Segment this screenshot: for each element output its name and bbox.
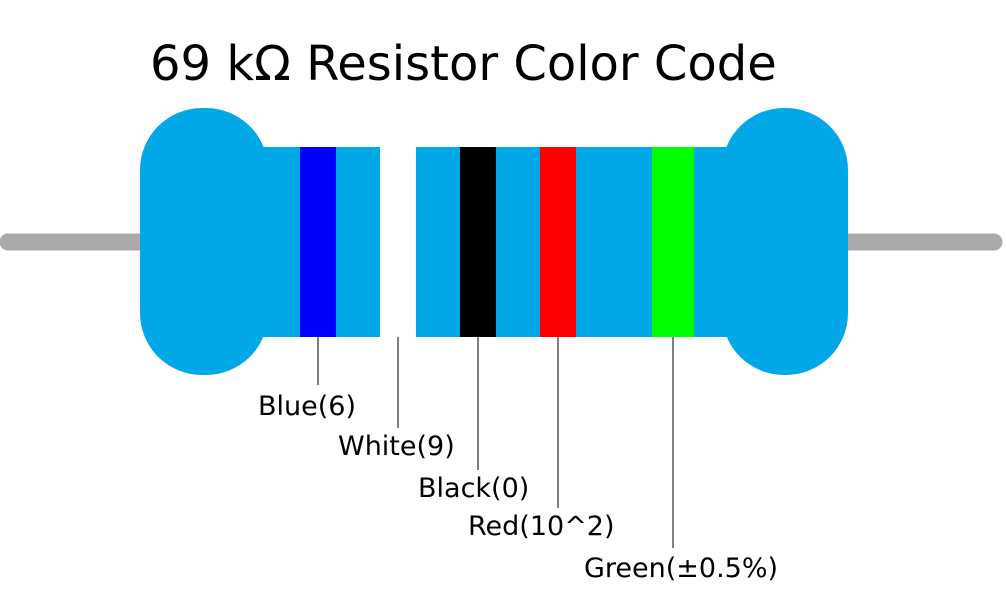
band-label: White(9)	[338, 431, 455, 462]
band-label: Black(0)	[418, 473, 529, 504]
color-band	[380, 147, 416, 337]
title: 69 kΩ Resistor Color Code	[150, 36, 777, 92]
band-label: Red(10^2)	[468, 511, 615, 542]
color-band	[652, 147, 694, 337]
body-end-left	[140, 108, 268, 375]
color-band	[540, 147, 576, 337]
band-label: Blue(6)	[258, 391, 356, 422]
color-band	[460, 147, 496, 337]
band-label: Green(±0.5%)	[584, 553, 778, 584]
body-end-right	[722, 108, 848, 375]
color-band	[300, 147, 336, 337]
bands: Blue(6) White(9) Black(0) Red(10^2) Green(±0…	[258, 147, 778, 584]
